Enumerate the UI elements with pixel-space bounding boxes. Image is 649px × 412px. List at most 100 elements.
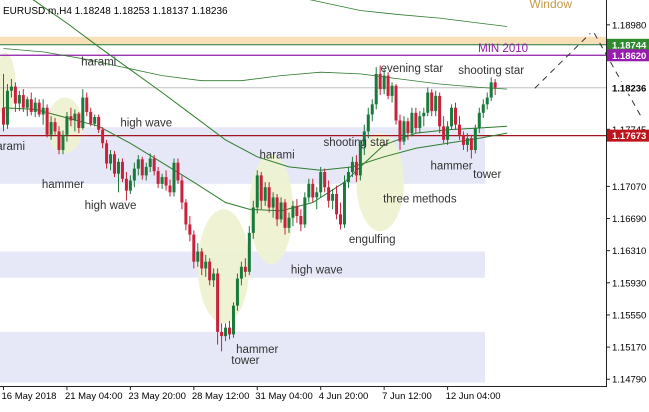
candle-body-84	[335, 194, 339, 215]
candle-body-45	[180, 180, 184, 203]
candle-body-75	[299, 215, 303, 225]
candle-body-73	[291, 205, 295, 218]
price-tick-label-6: 1.16310	[612, 246, 646, 257]
chart-frame-group	[0, 0, 607, 387]
chart-title: EURUSD.m,H4 1.18248 1.18253 1.18137 1.18…	[3, 6, 228, 17]
candle-body-62	[247, 232, 251, 272]
pattern-label-9: hammer	[430, 160, 472, 172]
candle-body-47	[188, 224, 192, 235]
candle-body-70	[279, 202, 283, 220]
candle-body-88	[350, 161, 354, 173]
candle-body-33	[132, 168, 136, 181]
candle-body-123	[489, 82, 493, 98]
candle-body-81	[323, 172, 327, 188]
candle-body-11	[45, 107, 49, 135]
candle-body-67	[267, 187, 271, 208]
time-axis-group: 16 May 2018 21 May 04:00 23 May 20:00 28 Ma…	[2, 386, 501, 402]
pattern-label-16: MIN 2010	[478, 43, 528, 55]
candle-body-26	[105, 143, 109, 164]
candle-body-66	[263, 187, 267, 201]
candle-body-64	[255, 175, 259, 208]
candle-body-94	[374, 73, 378, 105]
window-projection-1	[593, 33, 643, 119]
candle-body-29	[116, 161, 120, 174]
moving-average-fast	[3, 107, 508, 212]
candle-body-124	[493, 82, 497, 88]
candle-body-96	[382, 75, 386, 90]
candle-body-44	[176, 162, 180, 181]
candle-body-92	[366, 114, 370, 132]
time-tick-label-7: 12 Jun 04:00	[446, 391, 501, 402]
candle-body-40	[160, 177, 164, 184]
pattern-label-4: high wave	[85, 200, 137, 212]
price-tick-label-7: 1.15930	[612, 278, 646, 289]
candle-body-46	[184, 202, 188, 225]
candle-body-39	[156, 171, 160, 184]
candle-body-74	[295, 205, 299, 216]
candle-body-104	[414, 112, 418, 129]
candle-body-18	[73, 113, 77, 121]
candle-body-101	[402, 121, 406, 142]
pattern-label-13: high wave	[291, 265, 343, 277]
candle-body-21	[85, 97, 89, 112]
candle-body-63	[251, 207, 255, 233]
candle-body-2	[9, 86, 13, 91]
candle-body-59	[235, 278, 239, 306]
candle-body-98	[390, 85, 394, 96]
pattern-label-17: Window	[529, 0, 572, 11]
candle-body-120	[477, 112, 481, 129]
candle-body-52	[208, 261, 212, 281]
candle-body-53	[212, 273, 216, 281]
pattern-label-5: harami	[260, 149, 295, 161]
candle-body-79	[315, 192, 319, 198]
candle-body-109	[434, 95, 438, 112]
candle-body-72	[287, 217, 291, 228]
candle-body-107	[426, 92, 430, 113]
candle-body-30	[120, 161, 124, 179]
time-tick-label-1: 21 May 04:00	[65, 391, 123, 402]
price-label-red-bg	[607, 129, 649, 142]
time-tick-label-4: 31 May 04:00	[255, 391, 313, 402]
candle-body-80	[319, 172, 323, 193]
time-tick-label-2: 23 May 20:00	[128, 391, 186, 402]
candle-body-78	[311, 183, 315, 198]
candle-body-61	[243, 266, 247, 272]
candle-body-86	[342, 182, 346, 225]
support-zone-1	[0, 153, 485, 184]
candle-body-83	[331, 194, 335, 201]
price-label-red: 1.17673	[612, 131, 646, 142]
candle-body-1	[5, 90, 9, 125]
moving-average-mid	[3, 48, 508, 90]
candle-body-100	[398, 120, 402, 142]
candle-body-27	[109, 154, 113, 164]
candle-body-71	[283, 202, 287, 228]
candle-body-37	[148, 158, 152, 167]
pattern-label-7: evening star	[381, 63, 444, 75]
candle-body-114	[454, 107, 458, 125]
candle-body-16	[65, 116, 69, 135]
pattern-label-8: shooting star	[458, 65, 524, 77]
candle-body-87	[346, 172, 350, 183]
candle-body-60	[239, 266, 243, 279]
candle-body-20	[81, 97, 85, 129]
candle-body-58	[231, 305, 235, 335]
candle-body-32	[128, 180, 132, 191]
pattern-label-6: shooting star	[323, 137, 389, 149]
price-tick-label-0: 1.18980	[612, 20, 646, 31]
candle-body-25	[101, 129, 105, 144]
candle-body-106	[422, 112, 426, 117]
candle-body-13	[53, 122, 57, 132]
candle-body-10	[41, 107, 45, 115]
pattern-label-3: hammer	[42, 179, 84, 191]
candle-body-102	[406, 121, 410, 134]
price-label-green: 1.18744	[612, 40, 647, 51]
candle-body-51	[204, 261, 208, 269]
candle-body-77	[307, 183, 311, 198]
candle-body-8	[33, 102, 37, 112]
candle-body-42	[168, 185, 172, 193]
candle-body-19	[77, 113, 81, 129]
time-tick-label-6: 7 Jun 12:00	[382, 391, 432, 402]
candle-body-56	[224, 327, 228, 337]
